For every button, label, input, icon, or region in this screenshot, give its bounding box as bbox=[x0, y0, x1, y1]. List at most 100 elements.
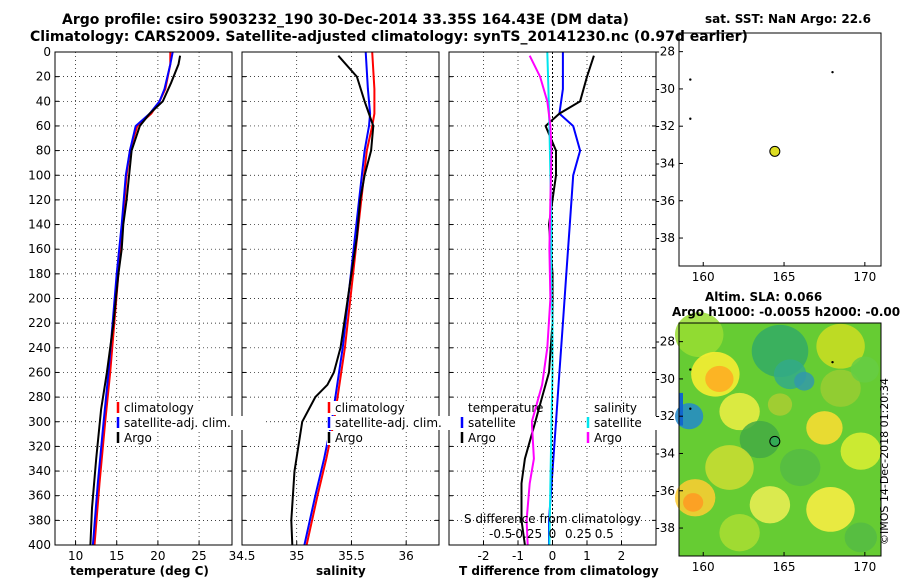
temperature-frame bbox=[54, 51, 233, 546]
sla-blob bbox=[719, 514, 760, 552]
ytick-label: 380 bbox=[28, 513, 51, 527]
island-marker bbox=[689, 78, 692, 81]
salinity-xlabel: salinity bbox=[316, 564, 366, 578]
temperature-xtick-label: 25 bbox=[191, 549, 206, 563]
argo-position-marker bbox=[769, 435, 781, 447]
sla_map-ytick-label: -32 bbox=[655, 409, 675, 423]
temperature-legend-bg bbox=[116, 401, 201, 415]
sla-blob bbox=[705, 445, 754, 490]
difference-xtick-label: 1 bbox=[583, 549, 591, 563]
sst_map-frame bbox=[678, 32, 882, 267]
sst_map-ytick-label: -32 bbox=[655, 119, 675, 133]
island-marker bbox=[689, 117, 692, 120]
sla-heatmap bbox=[674, 312, 881, 556]
difference-x2tick-label: 0 bbox=[549, 527, 557, 541]
ytick-label: 320 bbox=[28, 439, 51, 453]
sla-blob bbox=[850, 356, 879, 383]
difference-legend-title-s: salinity bbox=[594, 401, 637, 415]
sla-blob bbox=[844, 522, 877, 553]
island-marker bbox=[689, 407, 692, 410]
ytick-label: 160 bbox=[28, 242, 51, 256]
ytick-label: 40 bbox=[36, 94, 51, 108]
salinity-xtick-label: 34.5 bbox=[229, 549, 256, 563]
sla-blob bbox=[749, 486, 791, 524]
difference-salinity-legend-bg bbox=[586, 431, 622, 445]
sla-blob bbox=[820, 369, 861, 407]
difference-x2tick-label: -0.5 bbox=[489, 527, 512, 541]
ytick-label: 200 bbox=[28, 292, 51, 306]
ytick-label: 260 bbox=[28, 365, 51, 379]
sla_map-ytick-label: -34 bbox=[655, 446, 675, 460]
salinity-legend-bg bbox=[327, 431, 363, 445]
sla-blob bbox=[719, 392, 760, 431]
difference-x2tick-label: -0.25 bbox=[511, 527, 542, 541]
difference-salinity-legend-label: satellite bbox=[594, 416, 642, 430]
sst_map-ytick-label: -34 bbox=[655, 156, 675, 170]
temperature-xtick-label: 15 bbox=[109, 549, 124, 563]
temperature-legend-bg bbox=[116, 416, 264, 430]
sst_map-xtick-label: 160 bbox=[692, 270, 715, 284]
difference-legend-title: temperature bbox=[468, 401, 543, 415]
temperature-series-argo bbox=[89, 55, 182, 546]
sla_map-ytick-label: -38 bbox=[655, 521, 675, 535]
salinity-legend-label: climatology bbox=[335, 401, 405, 415]
sla-blob bbox=[816, 323, 865, 369]
difference-salinity-legend-label: Argo bbox=[594, 431, 622, 445]
salinity-series-climatology bbox=[305, 51, 376, 546]
sst_map-ytick-label: -30 bbox=[655, 82, 675, 96]
sst_map-ytick-label: -38 bbox=[655, 231, 675, 245]
sla-blob bbox=[780, 448, 821, 487]
difference-xtick-label: 2 bbox=[618, 549, 626, 563]
ytick-label: 100 bbox=[28, 168, 51, 182]
sst_map-ytick-label: -28 bbox=[655, 45, 675, 59]
difference-xtick-label: -1 bbox=[512, 549, 524, 563]
difference-temperature-legend-label: satellite bbox=[468, 416, 516, 430]
ytick-label: 20 bbox=[36, 70, 51, 84]
ytick-label: 60 bbox=[36, 119, 51, 133]
difference-series-temperature-satellite bbox=[548, 52, 582, 545]
argo-position-marker bbox=[769, 145, 781, 157]
difference-temperature-legend-bg bbox=[460, 431, 496, 445]
temperature-legend-label: climatology bbox=[124, 401, 194, 415]
temperature-legend-label: Argo bbox=[124, 431, 152, 445]
island-marker bbox=[831, 360, 834, 364]
title-line-2: Climatology: CARS2009. Satellite-adjuste… bbox=[30, 29, 748, 45]
temperature-xtick-label: 10 bbox=[68, 549, 83, 563]
ytick-label: 300 bbox=[28, 415, 51, 429]
temperature-legend-label: satellite-adj. clim. bbox=[124, 416, 231, 430]
sla_map-xtick-label: 160 bbox=[692, 560, 715, 574]
ytick-label: 400 bbox=[28, 538, 51, 552]
island-marker bbox=[689, 368, 692, 371]
salinity-legend-bg bbox=[327, 416, 475, 430]
sla-map-title-2: Argo h1000: -0.0055 h2000: -0.0023 bbox=[672, 305, 900, 319]
sla-blob bbox=[705, 365, 734, 392]
sla_map-ytick-label: -28 bbox=[655, 335, 675, 349]
ytick-label: 240 bbox=[28, 341, 51, 355]
salinity-xtick-label: 35.5 bbox=[338, 549, 365, 563]
temperature-xtick-label: 20 bbox=[150, 549, 165, 563]
difference-temperature-legend-label: Argo bbox=[468, 431, 496, 445]
ytick-label: 180 bbox=[28, 267, 51, 281]
salinity-legend-label: satellite-adj. clim. bbox=[335, 416, 442, 430]
ytick-label: 280 bbox=[28, 390, 51, 404]
sla-blob bbox=[794, 371, 815, 391]
sst_map-ytick-label: -36 bbox=[655, 194, 675, 208]
sla-blob bbox=[683, 493, 704, 512]
salinity-legend-bg bbox=[327, 401, 412, 415]
difference-xtick-label: -2 bbox=[478, 549, 490, 563]
sla-blob bbox=[840, 432, 881, 470]
ytick-label: 220 bbox=[28, 316, 51, 330]
salinity-frame bbox=[241, 51, 440, 546]
difference-x2label: S difference from climatology bbox=[464, 512, 641, 526]
ytick-label: 340 bbox=[28, 464, 51, 478]
sla-blob bbox=[739, 420, 780, 459]
ytick-label: 80 bbox=[36, 144, 51, 158]
difference-temperature-legend-bg bbox=[460, 416, 531, 430]
sst_map-xtick-label: 165 bbox=[773, 270, 796, 284]
sla_map-frame bbox=[678, 322, 882, 557]
ytick-label: 360 bbox=[28, 489, 51, 503]
sst-map-title: sat. SST: NaN Argo: 22.6 bbox=[705, 12, 871, 26]
sla-blob bbox=[767, 393, 793, 416]
sla_map-xtick-label: 165 bbox=[773, 560, 796, 574]
